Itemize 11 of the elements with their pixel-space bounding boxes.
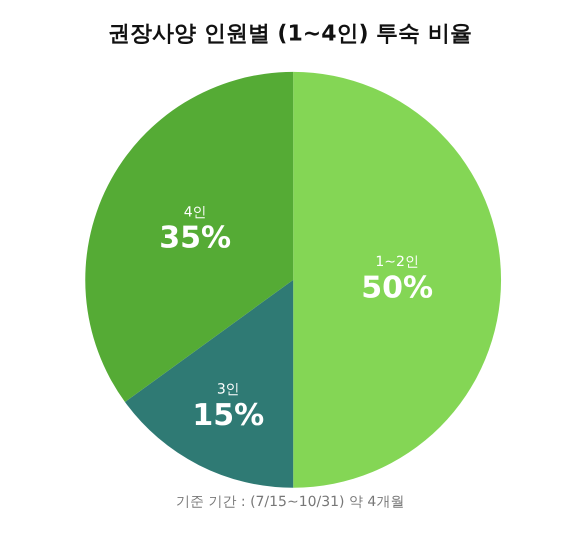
pie-slice: [124, 280, 294, 488]
slice-label: 1~2인: [375, 254, 419, 270]
slice-label: 4인: [184, 204, 207, 220]
data-label: 35%: [159, 220, 232, 256]
slice-label: 3인: [216, 382, 240, 398]
pie-slice: [85, 72, 294, 402]
text: 기준 기간 : (7/15~10/31) 약 4개월: [176, 494, 404, 510]
pie-slice: [293, 72, 501, 488]
chart-title: 권장사양 인원별 (1~4인) 투숙 비율: [108, 21, 472, 46]
data-label: 50%: [361, 270, 434, 306]
data-label: 15%: [192, 398, 264, 433]
